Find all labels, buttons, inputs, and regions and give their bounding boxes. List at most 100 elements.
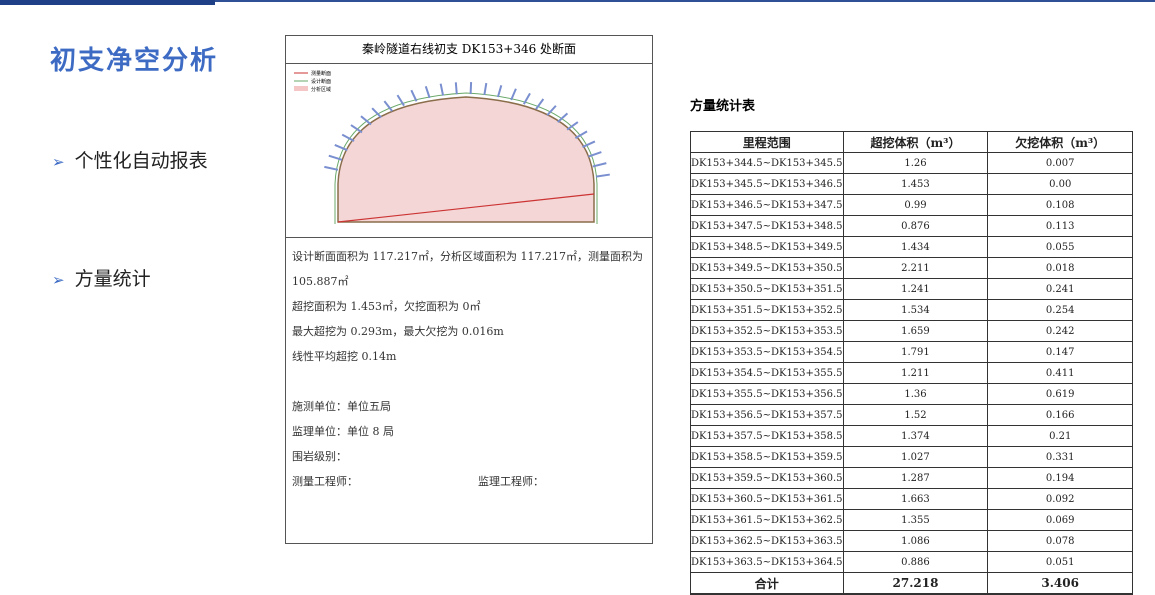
report-card: 秦岭隧道右线初支 DK153+346 处断面 测量断面 设计断面 分析区域 设计… bbox=[285, 35, 653, 544]
table-cell: DK153+359.5~DK153+360.5 bbox=[691, 468, 844, 489]
table-cell: DK153+362.5~DK153+363.5 bbox=[691, 531, 844, 552]
table-cell: 1.26 bbox=[843, 153, 988, 174]
table-cell: DK153+354.5~DK153+355.5 bbox=[691, 363, 844, 384]
bullet-text: 个性化自动报表 bbox=[75, 150, 208, 172]
table-cell: DK153+347.5~DK153+348.5 bbox=[691, 216, 844, 237]
report-line: 测量工程师： bbox=[292, 469, 478, 494]
radial-mark bbox=[456, 82, 457, 94]
bullet: ➢个性化自动报表 bbox=[52, 146, 208, 173]
table-cell: DK153+360.5~DK153+361.5 bbox=[691, 489, 844, 510]
total-cell: 27.218 bbox=[843, 573, 988, 595]
radial-mark bbox=[498, 85, 501, 97]
table-cell: 0.018 bbox=[988, 258, 1133, 279]
tunnel-section bbox=[338, 97, 594, 222]
diagram-svg: 测量断面 设计断面 分析区域 bbox=[286, 64, 652, 237]
spacer bbox=[292, 369, 646, 394]
radial-mark bbox=[511, 89, 516, 100]
radial-mark bbox=[411, 90, 416, 101]
report-line: 设计断面面积为 117.217㎡，分析区域面积为 117.217㎡，测量面积为 … bbox=[292, 244, 646, 294]
table-cell: 1.027 bbox=[843, 447, 988, 468]
report-line: 监理单位：单位 8 局 bbox=[292, 419, 646, 444]
header-cell: 超挖体积（m³） bbox=[843, 132, 988, 153]
table-cell: 0.108 bbox=[988, 195, 1133, 216]
table-cell: 0.166 bbox=[988, 405, 1133, 426]
radial-mark bbox=[324, 167, 338, 170]
table-cell: 1.211 bbox=[843, 363, 988, 384]
table-cell: 0.092 bbox=[988, 489, 1133, 510]
table-cell: 1.086 bbox=[843, 531, 988, 552]
table-cell: 0.21 bbox=[988, 426, 1133, 447]
table-cell: 2.211 bbox=[843, 258, 988, 279]
table-cell: 0.99 bbox=[843, 195, 988, 216]
table-cell: DK153+348.5~DK153+349.5 bbox=[691, 237, 844, 258]
radial-mark bbox=[426, 86, 430, 98]
table-cell: 0.051 bbox=[988, 552, 1133, 573]
table-cell: DK153+345.5~DK153+346.5 bbox=[691, 174, 844, 195]
table-cell: 1.52 bbox=[843, 405, 988, 426]
total-cell: 3.406 bbox=[988, 573, 1133, 595]
table-cell: 0.331 bbox=[988, 447, 1133, 468]
report-line: 施测单位：单位五局 bbox=[292, 394, 646, 419]
table-cell: 0.619 bbox=[988, 384, 1133, 405]
table-cell: 0.055 bbox=[988, 237, 1133, 258]
report-line: 围岩级别： bbox=[292, 444, 646, 469]
bullet-text: 方量统计 bbox=[75, 268, 151, 290]
table-cell: DK153+350.5~DK153+351.5 bbox=[691, 279, 844, 300]
legend-label: 设计断面 bbox=[311, 78, 331, 85]
table-cell: 1.534 bbox=[843, 300, 988, 321]
radial-mark bbox=[583, 141, 595, 147]
report-text: 设计断面面积为 117.217㎡，分析区域面积为 117.217㎡，测量面积为 … bbox=[286, 238, 652, 500]
table-cell: 0.069 bbox=[988, 510, 1133, 531]
bullet: ➢方量统计 bbox=[52, 264, 151, 291]
report-line: 最大超挖为 0.293m，最大欠挖为 0.016m bbox=[292, 319, 646, 344]
table-cell: DK153+357.5~DK153+358.5 bbox=[691, 426, 844, 447]
table-cell: DK153+361.5~DK153+362.5 bbox=[691, 510, 844, 531]
header-cell: 欠挖体积（m³） bbox=[988, 132, 1133, 153]
total-cell: 合计 bbox=[691, 573, 844, 595]
table-cell: 0.876 bbox=[843, 216, 988, 237]
table-cell: 0.886 bbox=[843, 552, 988, 573]
table-cell: 1.453 bbox=[843, 174, 988, 195]
legend-label: 分析区域 bbox=[311, 86, 331, 93]
radial-mark bbox=[596, 175, 610, 177]
table-cell: 1.434 bbox=[843, 237, 988, 258]
report-line: 超挖面积为 1.453㎡，欠挖面积为 0㎡ bbox=[292, 294, 646, 319]
table-cell: DK153+353.5~DK153+354.5 bbox=[691, 342, 844, 363]
table-cell: 0.00 bbox=[988, 174, 1133, 195]
table-cell: 0.411 bbox=[988, 363, 1133, 384]
section-diagram: 测量断面 设计断面 分析区域 bbox=[286, 64, 652, 238]
table-cell: DK153+356.5~DK153+357.5 bbox=[691, 405, 844, 426]
table-cell: 1.287 bbox=[843, 468, 988, 489]
header-cell: 里程范围 bbox=[691, 132, 844, 153]
table-cell: 0.194 bbox=[988, 468, 1133, 489]
table-cell: DK153+344.5~DK153+345.5 bbox=[691, 153, 844, 174]
table-cell: 0.007 bbox=[988, 153, 1133, 174]
table-cell: 1.374 bbox=[843, 426, 988, 447]
table-cell: 1.791 bbox=[843, 342, 988, 363]
radial-mark bbox=[484, 83, 486, 95]
table-cell: DK153+351.5~DK153+352.5 bbox=[691, 300, 844, 321]
table-cell: 1.241 bbox=[843, 279, 988, 300]
top-block bbox=[0, 0, 215, 5]
legend-swatch bbox=[294, 86, 308, 91]
table-cell: 1.663 bbox=[843, 489, 988, 510]
